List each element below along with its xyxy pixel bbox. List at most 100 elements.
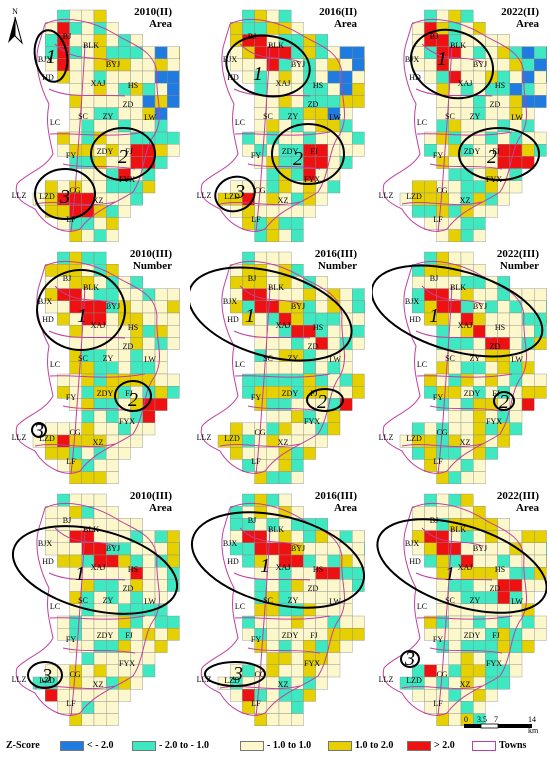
town-label: HD	[42, 315, 54, 324]
grid-cell	[105, 579, 119, 592]
grid-cell	[521, 107, 535, 120]
grid-cell	[290, 70, 304, 84]
grid-cell	[142, 312, 156, 326]
town-boundary	[200, 260, 346, 474]
grid-cell	[497, 300, 510, 314]
town-label: LW	[329, 355, 341, 364]
panel-title-metric: Number	[499, 260, 539, 272]
town-label: ZD	[307, 100, 319, 109]
town-label: LC	[416, 118, 428, 127]
grid-cell	[278, 180, 292, 194]
grid-cell	[93, 615, 107, 629]
grid-cell	[351, 300, 365, 314]
grid-cell	[130, 58, 143, 72]
town-label: LZD	[406, 434, 422, 443]
grid-cell	[266, 9, 280, 23]
town-label: BYJ	[105, 302, 121, 311]
grid-cell	[315, 192, 328, 206]
grid-cell	[497, 603, 510, 617]
grid-cell	[142, 579, 156, 592]
map-svg	[15, 9, 180, 243]
town-label: BYJ	[105, 60, 121, 69]
town-boundary	[382, 18, 528, 232]
grid-cell	[118, 361, 131, 375]
grid-cell	[497, 107, 510, 120]
grid-cell	[179, 70, 180, 84]
grid-cell	[546, 542, 547, 556]
grid-cell	[351, 70, 365, 84]
town-label: HD	[409, 315, 421, 324]
town-label: CG	[69, 428, 81, 437]
grid-cell	[303, 542, 316, 556]
grid-cell	[485, 288, 498, 301]
grid-cell	[460, 119, 474, 133]
town-label: ZY	[469, 354, 481, 363]
grid-cell	[93, 300, 107, 314]
town-label: FY	[432, 393, 444, 402]
grid-cell	[521, 46, 535, 59]
cluster-number: 1	[260, 555, 270, 577]
town-label: FYX	[485, 175, 503, 184]
grid-cell	[472, 229, 486, 243]
grid-cell	[69, 276, 82, 289]
town-label: FY	[65, 635, 77, 644]
grid-cell	[154, 131, 168, 145]
grid-cell	[230, 22, 243, 35]
town-label: ZD	[122, 342, 134, 351]
town-label: BJ	[429, 32, 439, 41]
grid-cell	[254, 579, 267, 592]
cluster-ellipse	[190, 266, 353, 362]
grid-cell	[290, 217, 304, 230]
town-label: XAJ	[457, 321, 473, 330]
cluster-ellipse	[376, 518, 547, 614]
grid-cell	[460, 337, 474, 350]
town-label: BLK	[268, 41, 284, 50]
grid-cell	[69, 324, 82, 338]
panel-title-year: 2022(III)	[496, 490, 539, 502]
grid-cell	[521, 615, 535, 629]
grid-cell	[485, 542, 498, 556]
town-label: FYX	[485, 417, 503, 426]
grid-cell	[327, 288, 341, 301]
grid-cell	[266, 652, 280, 666]
town-label: LC	[49, 602, 61, 611]
grid-cell	[546, 300, 547, 314]
grid-cell	[278, 373, 292, 387]
grid-cell	[472, 422, 486, 436]
grid-cell	[93, 664, 107, 678]
cluster-ellipse	[114, 380, 152, 412]
grid-cell	[142, 288, 156, 301]
grid-cell	[130, 192, 143, 206]
town-label: BJ	[247, 274, 257, 283]
cluster-number: 1	[75, 563, 85, 585]
legend-label: < - 2.0	[87, 740, 114, 751]
town-label: BYJ	[472, 302, 488, 311]
grid-cell	[533, 530, 547, 543]
grid-cell	[105, 422, 119, 436]
grid-cell	[509, 312, 523, 326]
grid-cell	[118, 591, 131, 604]
legend-label: > 2.0	[434, 740, 455, 751]
panel-title-year: 2010(II)	[134, 6, 172, 18]
grid-cell	[472, 652, 486, 666]
town-label: FY	[65, 151, 77, 160]
grid-cell	[485, 119, 498, 133]
town-label: LZD	[39, 434, 55, 443]
grid-cell	[154, 300, 168, 314]
town-label: LC	[416, 360, 428, 369]
grid-cell	[546, 312, 547, 326]
grid-cell	[448, 627, 462, 641]
grid-cell	[533, 46, 547, 59]
grid-cell	[339, 95, 353, 108]
grid-cell	[105, 701, 119, 714]
grid-cell	[57, 300, 70, 314]
grid-cell	[315, 676, 328, 690]
grid-cell	[546, 288, 547, 301]
grid-cell	[81, 229, 95, 243]
grid-cell	[278, 361, 292, 375]
town-label: LLZ	[378, 191, 394, 200]
grid-cell	[154, 107, 168, 120]
grid-cell	[521, 156, 535, 169]
grid-cell	[424, 664, 437, 678]
